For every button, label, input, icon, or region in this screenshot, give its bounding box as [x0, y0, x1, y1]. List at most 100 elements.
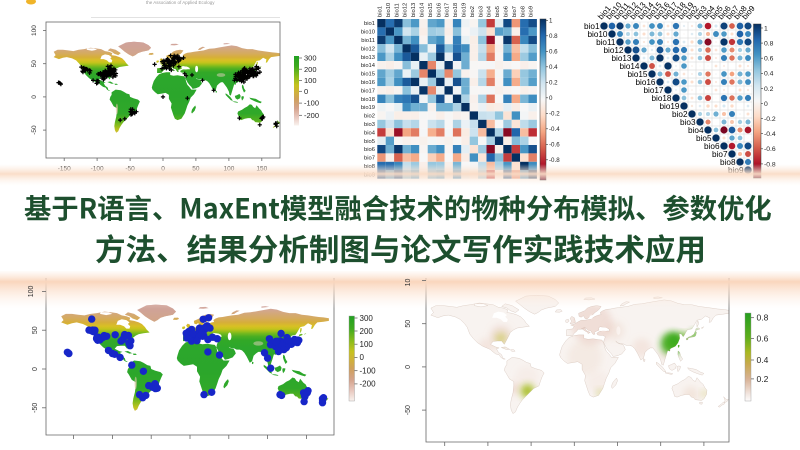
svg-text:-50: -50 [31, 125, 38, 135]
svg-text:bio18: bio18 [651, 94, 671, 103]
svg-text:300: 300 [360, 314, 374, 323]
svg-text:bio15: bio15 [361, 72, 375, 78]
svg-text:200: 200 [360, 327, 374, 336]
svg-text:bio2: bio2 [470, 6, 476, 17]
svg-text:bio5: bio5 [696, 134, 712, 143]
svg-text:bio17: bio17 [361, 88, 375, 94]
svg-text:0.6: 0.6 [764, 56, 774, 63]
svg-text:bio6: bio6 [704, 142, 720, 151]
svg-text:bio16: bio16 [635, 78, 655, 87]
svg-text:100: 100 [405, 275, 412, 287]
svg-text:bio19: bio19 [361, 105, 375, 111]
svg-text:100: 100 [31, 25, 38, 36]
svg-text:300: 300 [304, 54, 317, 63]
svg-text:bio10: bio10 [386, 3, 392, 17]
svg-text:0.4: 0.4 [764, 71, 774, 78]
svg-text:bio11: bio11 [394, 3, 400, 17]
svg-text:bio2: bio2 [364, 114, 375, 120]
svg-text:200: 200 [304, 65, 317, 74]
svg-text:-0.4: -0.4 [764, 131, 776, 138]
svg-text:50: 50 [405, 320, 412, 328]
svg-text:-0.4: -0.4 [549, 126, 560, 133]
svg-text:-0.8: -0.8 [549, 157, 560, 164]
svg-text:-200: -200 [360, 380, 377, 389]
svg-text:bio14: bio14 [361, 63, 376, 69]
svg-text:bio15: bio15 [428, 3, 434, 17]
svg-text:bio3: bio3 [364, 122, 375, 128]
svg-text:bio4: bio4 [487, 5, 493, 17]
svg-text:bio1: bio1 [378, 6, 384, 17]
svg-text:bio17: bio17 [445, 3, 451, 17]
svg-text:bio6: bio6 [364, 147, 375, 153]
svg-text:-100: -100 [304, 99, 319, 108]
svg-text:0: 0 [31, 95, 38, 99]
svg-text:bio12: bio12 [403, 3, 409, 17]
svg-text:bio6: bio6 [504, 6, 510, 17]
svg-text:-0.6: -0.6 [549, 142, 560, 149]
svg-text:0.4: 0.4 [757, 355, 769, 365]
svg-text:0.2: 0.2 [757, 374, 769, 384]
svg-text:100: 100 [304, 76, 317, 85]
svg-text:0.8: 0.8 [764, 41, 774, 48]
svg-text:bio13: bio13 [611, 54, 631, 63]
svg-text:0.2: 0.2 [549, 80, 558, 87]
svg-text:bio12: bio12 [361, 46, 375, 52]
svg-text:bio7: bio7 [364, 156, 375, 162]
svg-text:-0.2: -0.2 [764, 116, 776, 123]
svg-text:bio14: bio14 [619, 62, 639, 71]
svg-text:0.8: 0.8 [757, 313, 769, 323]
svg-text:100: 100 [28, 285, 35, 297]
svg-text:bio18: bio18 [453, 3, 459, 17]
svg-text:bio14: bio14 [420, 2, 426, 17]
svg-text:1: 1 [764, 25, 768, 32]
svg-text:-0.2: -0.2 [549, 111, 560, 118]
svg-text:0.8: 0.8 [549, 33, 558, 40]
svg-text:50: 50 [32, 326, 39, 334]
svg-text:0.6: 0.6 [549, 49, 558, 56]
svg-text:1: 1 [549, 18, 553, 25]
svg-text:-50: -50 [32, 403, 39, 413]
svg-text:the Association of Applied Eco: the Association of Applied Ecology [146, 0, 215, 5]
svg-text:bio1: bio1 [584, 22, 600, 31]
svg-text:-100: -100 [360, 367, 377, 376]
svg-text:bio13: bio13 [361, 55, 375, 61]
svg-text:0: 0 [405, 365, 412, 369]
svg-text:bio1: bio1 [364, 21, 375, 27]
svg-text:bio7: bio7 [512, 6, 518, 17]
svg-text:bio5: bio5 [495, 6, 501, 17]
svg-text:bio4: bio4 [688, 126, 704, 135]
svg-text:bio5: bio5 [364, 139, 375, 145]
svg-text:bio8: bio8 [520, 6, 526, 17]
svg-text:bio8: bio8 [720, 158, 736, 167]
svg-text:bio19: bio19 [659, 102, 679, 111]
svg-text:0.2: 0.2 [764, 86, 774, 93]
svg-text:bio13: bio13 [411, 3, 417, 17]
svg-text:bio10: bio10 [361, 30, 375, 36]
svg-text:bio11: bio11 [361, 38, 375, 44]
svg-text:bio16: bio16 [361, 80, 375, 86]
svg-text:bio18: bio18 [361, 97, 375, 103]
svg-text:0.6: 0.6 [757, 334, 769, 344]
svg-text:bio2: bio2 [672, 110, 688, 119]
svg-text:bio7: bio7 [712, 150, 728, 159]
svg-text:bio12: bio12 [603, 46, 623, 55]
svg-text:0.4: 0.4 [549, 64, 558, 71]
svg-text:0: 0 [360, 353, 365, 362]
svg-text:bio9: bio9 [529, 6, 535, 17]
svg-text:0: 0 [304, 87, 308, 96]
svg-text:0: 0 [32, 367, 39, 371]
svg-text:50: 50 [31, 60, 38, 68]
svg-text:0: 0 [764, 101, 768, 108]
svg-text:bio16: bio16 [436, 3, 442, 17]
svg-text:bio17: bio17 [643, 86, 663, 95]
svg-text:bio15: bio15 [627, 70, 647, 79]
svg-text:bio10: bio10 [587, 30, 607, 39]
svg-text:bio3: bio3 [680, 118, 696, 127]
svg-text:bio3: bio3 [478, 6, 484, 17]
svg-text:100: 100 [360, 340, 374, 349]
svg-text:-50: -50 [405, 405, 412, 415]
svg-text:bio11: bio11 [596, 38, 616, 47]
svg-text:-200: -200 [304, 111, 319, 120]
svg-text:bio19: bio19 [462, 3, 468, 17]
svg-text:bio4: bio4 [364, 130, 376, 136]
